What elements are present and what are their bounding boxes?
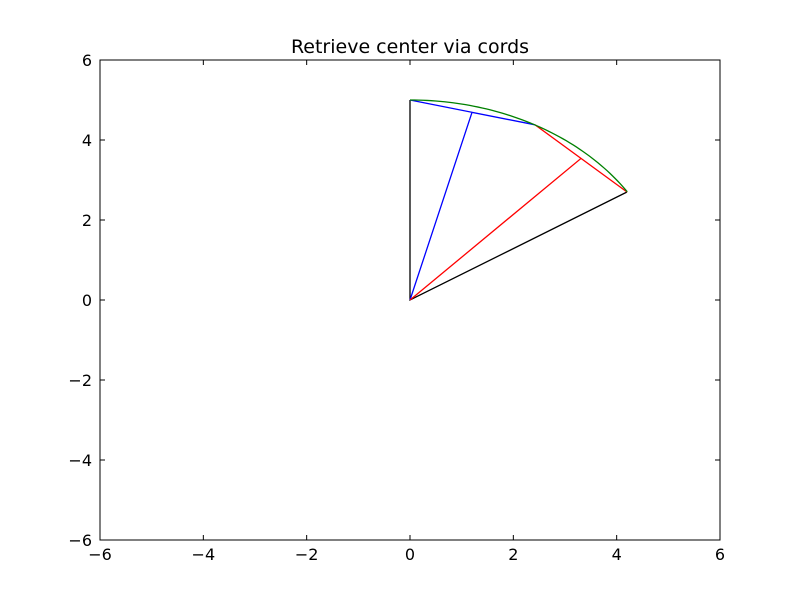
chart-title: Retrieve center via cords <box>291 36 529 58</box>
y-tick-label: −4 <box>68 451 92 470</box>
plot-area-frame <box>99 59 721 541</box>
x-tick-label: −2 <box>295 545 319 564</box>
y-tick-label: 0 <box>82 291 92 310</box>
x-tick-label: −4 <box>192 545 216 564</box>
y-tick-label: 2 <box>82 211 92 230</box>
y-tick-label: −6 <box>68 531 92 550</box>
y-tick-label: −2 <box>68 371 92 390</box>
x-tick-label: 2 <box>508 545 518 564</box>
x-tick-label: 4 <box>612 545 622 564</box>
series-line-3 <box>409 124 628 301</box>
x-tick-label: 0 <box>405 545 415 564</box>
series-line-2 <box>409 99 536 301</box>
y-tick-label: 4 <box>82 131 92 150</box>
y-tick-label: 6 <box>82 51 92 70</box>
plot-series <box>409 99 628 302</box>
arc-line <box>409 99 628 193</box>
x-tick-label: −6 <box>88 545 112 564</box>
x-tick-label: 6 <box>715 545 725 564</box>
